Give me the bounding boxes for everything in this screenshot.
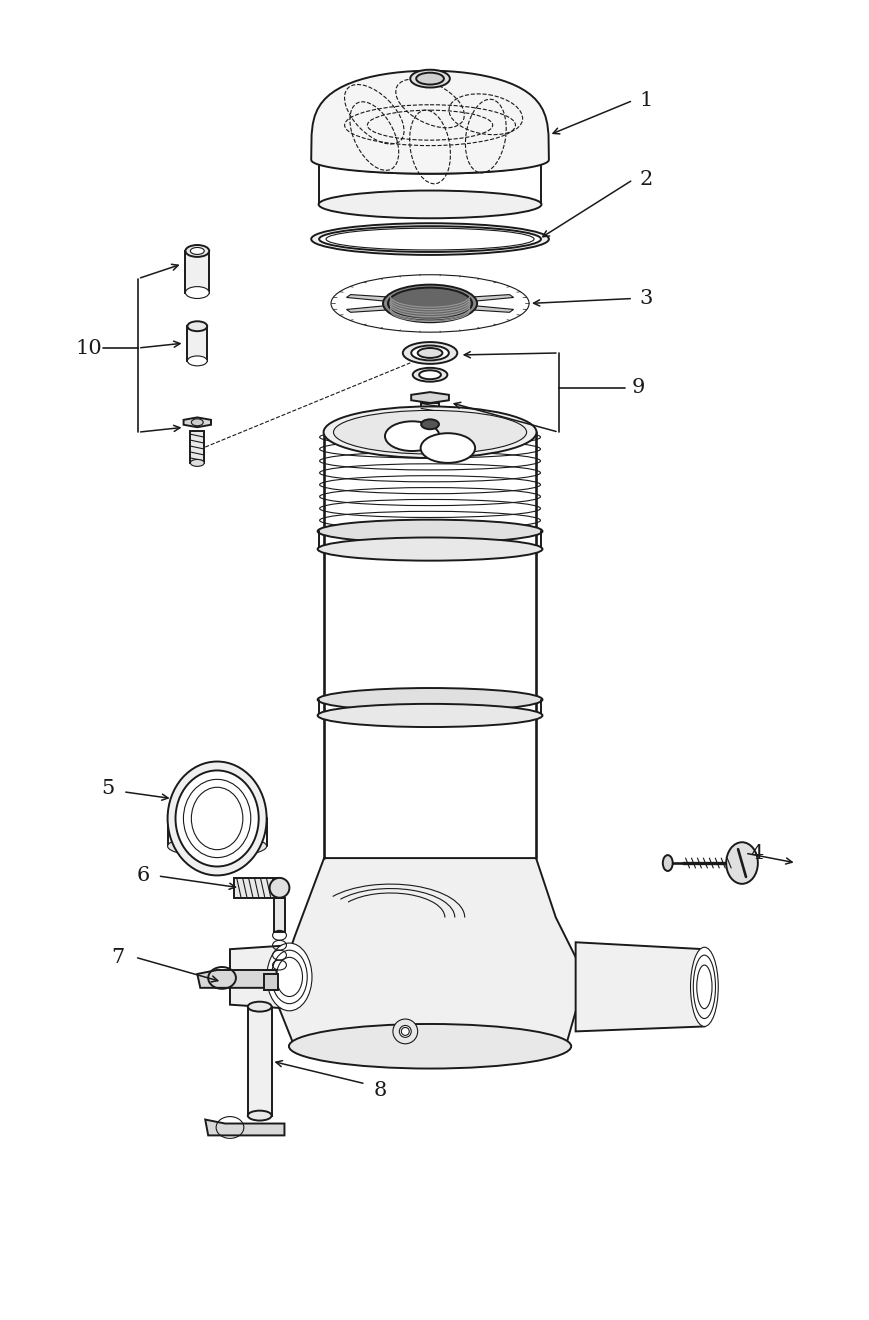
Ellipse shape — [402, 342, 457, 364]
Polygon shape — [346, 304, 421, 313]
Bar — [185, 251, 209, 293]
Ellipse shape — [323, 407, 536, 458]
Bar — [421, 404, 439, 425]
Ellipse shape — [289, 1024, 571, 1069]
Ellipse shape — [317, 537, 542, 561]
Ellipse shape — [317, 688, 542, 711]
Ellipse shape — [393, 1019, 417, 1044]
Ellipse shape — [419, 371, 441, 379]
Ellipse shape — [690, 948, 718, 1027]
Ellipse shape — [420, 433, 474, 463]
Text: 5: 5 — [102, 779, 115, 799]
Polygon shape — [234, 878, 279, 898]
Ellipse shape — [168, 836, 266, 857]
Ellipse shape — [276, 957, 302, 997]
Ellipse shape — [168, 762, 266, 875]
Ellipse shape — [399, 1026, 411, 1038]
Ellipse shape — [417, 348, 442, 358]
Ellipse shape — [411, 346, 448, 360]
Polygon shape — [439, 304, 513, 313]
Ellipse shape — [248, 1110, 271, 1121]
Polygon shape — [411, 392, 448, 403]
Ellipse shape — [385, 421, 439, 451]
Polygon shape — [229, 945, 289, 1008]
Polygon shape — [422, 289, 436, 300]
Bar — [187, 326, 207, 360]
Ellipse shape — [187, 321, 207, 331]
Text: 8: 8 — [374, 1081, 387, 1101]
Ellipse shape — [176, 771, 258, 866]
Bar — [273, 898, 285, 932]
Bar — [248, 1007, 271, 1115]
Text: 6: 6 — [136, 866, 149, 886]
Ellipse shape — [269, 878, 289, 898]
Ellipse shape — [319, 226, 541, 252]
Bar — [263, 974, 277, 990]
Ellipse shape — [191, 418, 203, 426]
Polygon shape — [275, 858, 585, 1047]
Ellipse shape — [317, 520, 542, 543]
Polygon shape — [346, 294, 421, 304]
Polygon shape — [439, 294, 513, 304]
Ellipse shape — [318, 190, 541, 218]
Ellipse shape — [388, 288, 472, 319]
Text: 1: 1 — [639, 91, 652, 110]
Polygon shape — [183, 417, 211, 428]
Text: 7: 7 — [111, 948, 124, 966]
Ellipse shape — [191, 787, 242, 850]
Ellipse shape — [726, 842, 757, 884]
Text: 9: 9 — [631, 378, 644, 397]
Text: 10: 10 — [75, 338, 102, 358]
Ellipse shape — [415, 73, 443, 84]
Text: 4: 4 — [749, 843, 763, 863]
Ellipse shape — [421, 420, 439, 429]
Ellipse shape — [190, 459, 204, 466]
Ellipse shape — [311, 223, 548, 255]
Ellipse shape — [187, 356, 207, 366]
Ellipse shape — [693, 956, 714, 1019]
Ellipse shape — [410, 70, 449, 87]
Ellipse shape — [318, 147, 541, 174]
Polygon shape — [422, 308, 436, 318]
Ellipse shape — [248, 1002, 271, 1011]
Ellipse shape — [412, 368, 447, 381]
Ellipse shape — [382, 285, 476, 322]
Ellipse shape — [333, 411, 526, 454]
Ellipse shape — [190, 247, 204, 255]
Ellipse shape — [696, 965, 711, 1008]
Polygon shape — [311, 71, 548, 174]
Polygon shape — [575, 942, 704, 1031]
Text: 2: 2 — [639, 170, 652, 189]
Bar — [190, 432, 204, 463]
Ellipse shape — [267, 942, 312, 1011]
Ellipse shape — [662, 855, 672, 871]
Text: 3: 3 — [639, 289, 652, 308]
Polygon shape — [205, 1119, 284, 1135]
Ellipse shape — [401, 1027, 408, 1035]
Polygon shape — [197, 970, 276, 987]
Ellipse shape — [317, 704, 542, 727]
Ellipse shape — [183, 779, 250, 858]
Ellipse shape — [185, 286, 209, 298]
Ellipse shape — [185, 246, 209, 257]
Ellipse shape — [271, 950, 307, 1003]
